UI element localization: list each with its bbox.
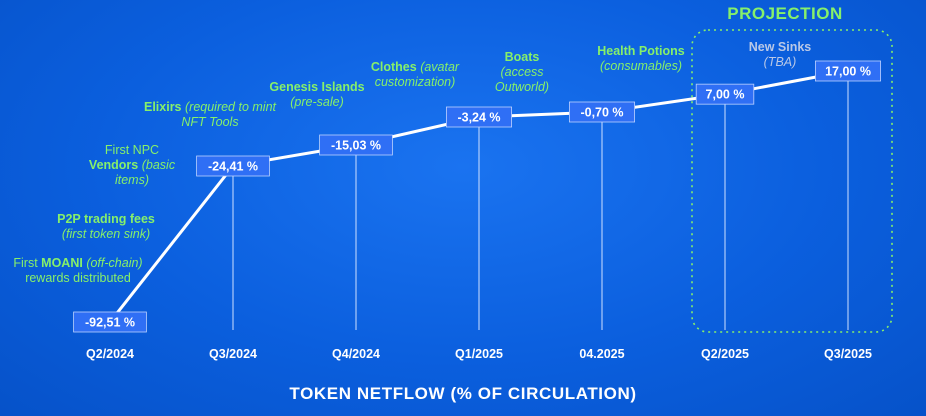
annotation-moani-rewards: First MOANI (off-chain) rewards distribu… bbox=[13, 256, 143, 285]
projection-box bbox=[691, 29, 893, 333]
data-label-box bbox=[695, 83, 755, 105]
data-label-5: 7,00 % bbox=[695, 83, 755, 105]
x-tick-label: Q4/2024 bbox=[332, 347, 380, 361]
annotation-p2p-fees: P2P trading fees (first token sink) bbox=[57, 212, 155, 241]
data-label-box bbox=[569, 101, 636, 123]
data-label-text: -3,24 % bbox=[457, 111, 500, 125]
annotation-new-sinks: New Sinks (TBA) bbox=[748, 40, 812, 69]
data-label-text: 7,00 % bbox=[706, 88, 745, 102]
projection-title: PROJECTION bbox=[727, 4, 843, 23]
annotation-health-potions: Health Potions (consumables) bbox=[597, 44, 685, 73]
data-label-2: -15,03 % bbox=[319, 134, 393, 156]
annotation-elixirs: Elixirs (required to mint NFT Tools bbox=[143, 100, 276, 129]
data-label-text: 17,00 % bbox=[825, 65, 871, 79]
data-label-text: -15,03 % bbox=[331, 139, 381, 153]
data-label-box bbox=[73, 311, 147, 333]
data-label-text: -0,70 % bbox=[580, 106, 623, 120]
data-label-box bbox=[319, 134, 393, 156]
x-tick-label: 04.2025 bbox=[579, 347, 624, 361]
data-label-box bbox=[196, 155, 270, 177]
x-tick-label: Q1/2025 bbox=[455, 347, 503, 361]
annotation-genesis-islands: Genesis Islands (pre-sale) bbox=[269, 80, 365, 109]
annotation-boats: Boats (access Outworld) bbox=[494, 50, 550, 94]
x-axis-title: TOKEN NETFLOW (% OF CIRCULATION) bbox=[289, 384, 637, 403]
annotation-npc-vendors: First NPC Vendors (basic items) bbox=[88, 143, 176, 187]
data-label-box bbox=[445, 106, 512, 128]
data-label-text: -24,41 % bbox=[208, 160, 258, 174]
data-label-text: -92,51 % bbox=[85, 316, 135, 330]
annotation-clothes: Clothes (avatar customization) bbox=[370, 60, 460, 89]
data-label-4: -0,70 % bbox=[569, 101, 636, 123]
data-label-0: -92,51 % bbox=[73, 311, 147, 333]
x-tick-label: Q2/2025 bbox=[701, 347, 749, 361]
data-label-3: -3,24 % bbox=[445, 106, 512, 128]
x-tick-label: Q3/2024 bbox=[209, 347, 257, 361]
data-label-6: 17,00 % bbox=[815, 60, 882, 82]
data-label-box bbox=[815, 60, 882, 82]
x-tick-label: Q3/2025 bbox=[824, 347, 872, 361]
data-label-1: -24,41 % bbox=[196, 155, 270, 177]
x-tick-label: Q2/2024 bbox=[86, 347, 134, 361]
